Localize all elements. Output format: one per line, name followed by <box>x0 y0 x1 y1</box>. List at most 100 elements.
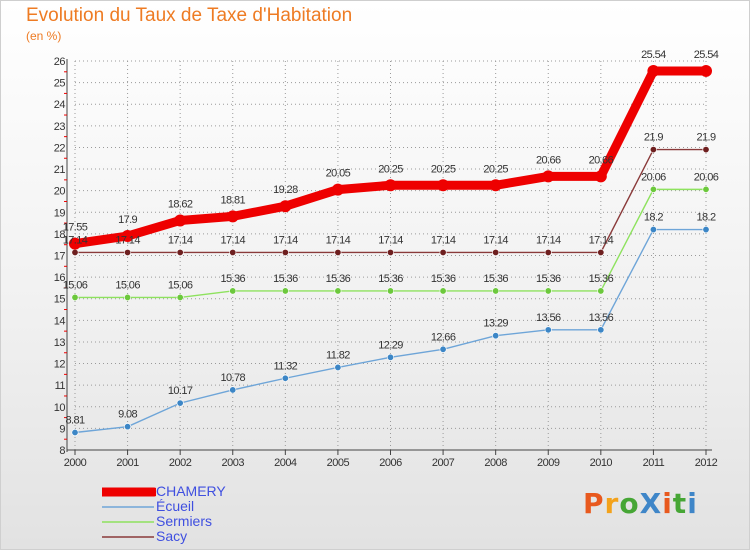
x-tick-label: 2011 <box>643 457 665 469</box>
data-point-sacy <box>71 248 79 256</box>
data-label-ecueil: 8.81 <box>65 414 84 426</box>
data-point-sermiers <box>124 293 132 301</box>
data-label-sermiers: 15.36 <box>589 273 614 285</box>
data-point-chamery <box>69 237 81 250</box>
data-label-chamery: 18.62 <box>168 198 193 210</box>
data-label-sermiers: 15.36 <box>220 273 245 285</box>
data-point-chamery <box>226 210 239 223</box>
legend-label-sacy: Sacy <box>156 528 188 544</box>
data-point-chamery <box>331 183 344 196</box>
y-tick-label: 21 <box>54 164 66 176</box>
y-tick-label: 24 <box>54 99 66 111</box>
data-point-sacy <box>492 248 500 256</box>
data-label-sermiers: 15.36 <box>536 273 561 285</box>
data-point-ecueil <box>649 226 657 234</box>
data-label-sacy: 17.14 <box>483 234 508 246</box>
y-tick-label: 13 <box>54 337 66 349</box>
data-label-ecueil: 18.2 <box>696 212 715 224</box>
data-label-sermiers: 20.06 <box>694 171 719 183</box>
data-point-ecueil <box>386 353 394 361</box>
x-tick-label: 2005 <box>327 457 350 469</box>
data-label-ecueil: 9.08 <box>118 409 137 421</box>
legend-label-chamery: CHAMERY <box>156 483 226 499</box>
data-label-sermiers: 15.36 <box>326 273 351 285</box>
legend-swatch-sermiers <box>102 521 154 523</box>
x-tick-label: 2012 <box>695 457 718 469</box>
data-label-chamery: 20.05 <box>326 168 351 180</box>
unit-label: (en %) <box>26 29 62 43</box>
legend-label-ecueil: Écueil <box>156 498 195 514</box>
data-point-sermiers <box>334 287 342 295</box>
data-point-ecueil <box>597 326 605 334</box>
data-point-sacy <box>334 248 342 256</box>
data-label-sermiers: 15.36 <box>431 273 456 285</box>
data-label-chamery: 25.54 <box>694 49 719 61</box>
data-point-chamery <box>700 64 712 77</box>
data-label-chamery: 25.54 <box>641 49 666 61</box>
data-label-sacy: 21.9 <box>696 132 715 144</box>
data-label-sacy: 17.14 <box>589 234 614 246</box>
data-point-ecueil <box>124 423 132 431</box>
data-label-sermiers: 20.06 <box>641 171 666 183</box>
data-label-ecueil: 13.56 <box>589 312 614 324</box>
data-label-sacy: 17.14 <box>536 234 561 246</box>
data-point-sacy <box>649 146 657 154</box>
y-tick-label: 15 <box>54 294 66 306</box>
data-label-chamery: 19.28 <box>273 184 298 196</box>
data-point-chamery <box>647 64 660 77</box>
data-label-chamery: 20.66 <box>589 154 614 166</box>
data-point-sermiers <box>439 287 447 295</box>
brand-logo: ProXiti <box>583 487 698 520</box>
data-point-sermiers <box>492 287 500 295</box>
data-point-chamery <box>489 179 502 192</box>
data-point-sacy <box>439 248 447 256</box>
chart-title: Evolution du Taux de Taxe d'Habitation <box>26 5 353 26</box>
data-label-ecueil: 12.66 <box>431 331 456 343</box>
y-tick-label: 8 <box>59 445 65 457</box>
data-point-chamery <box>384 179 397 192</box>
data-label-chamery: 20.25 <box>483 163 508 175</box>
data-label-chamery: 20.66 <box>536 154 561 166</box>
data-point-chamery <box>174 214 187 227</box>
data-label-chamery: 17.55 <box>63 222 88 234</box>
data-label-ecueil: 11.32 <box>273 360 297 372</box>
data-point-chamery <box>437 179 450 192</box>
data-point-sermiers <box>702 185 710 193</box>
data-label-chamery: 18.81 <box>220 194 245 206</box>
data-label-sermiers: 15.06 <box>63 279 88 291</box>
data-point-chamery <box>542 170 555 183</box>
y-tick-label: 22 <box>54 142 66 154</box>
data-point-sermiers <box>386 287 394 295</box>
y-tick-label: 16 <box>54 272 66 284</box>
data-label-ecueil: 10.78 <box>220 372 245 384</box>
brand-letter: i <box>662 487 673 520</box>
y-tick-label: 18 <box>54 229 66 241</box>
data-label-sacy: 17.14 <box>168 234 193 246</box>
x-tick-label: 2006 <box>379 457 402 469</box>
data-label-sacy: 17.14 <box>273 234 298 246</box>
y-tick-label: 26 <box>54 56 66 68</box>
y-tick-label: 9 <box>59 423 65 435</box>
legend-swatch-ecueil <box>102 506 154 508</box>
brand-letter: o <box>619 487 640 520</box>
data-label-ecueil: 18.2 <box>644 212 663 224</box>
data-point-sermiers <box>176 293 184 301</box>
data-point-ecueil <box>334 363 342 371</box>
data-point-sacy <box>597 248 605 256</box>
x-tick-label: 2008 <box>484 457 507 469</box>
y-tick-label: 12 <box>54 359 66 371</box>
data-point-sermiers <box>229 287 237 295</box>
data-label-sermiers: 15.36 <box>483 273 508 285</box>
x-tick-label: 2001 <box>116 457 139 469</box>
data-point-sacy <box>386 248 394 256</box>
x-tick-label: 2009 <box>537 457 560 469</box>
brand-letter: X <box>639 487 663 520</box>
y-tick-label: 14 <box>54 315 66 327</box>
brand-letter: i <box>687 487 698 520</box>
data-label-ecueil: 11.82 <box>326 349 350 361</box>
y-tick-label: 25 <box>54 78 66 90</box>
data-label-chamery: 20.25 <box>431 163 456 175</box>
data-label-sacy: 17.14 <box>115 234 140 246</box>
x-tick-label: 2000 <box>64 457 87 469</box>
